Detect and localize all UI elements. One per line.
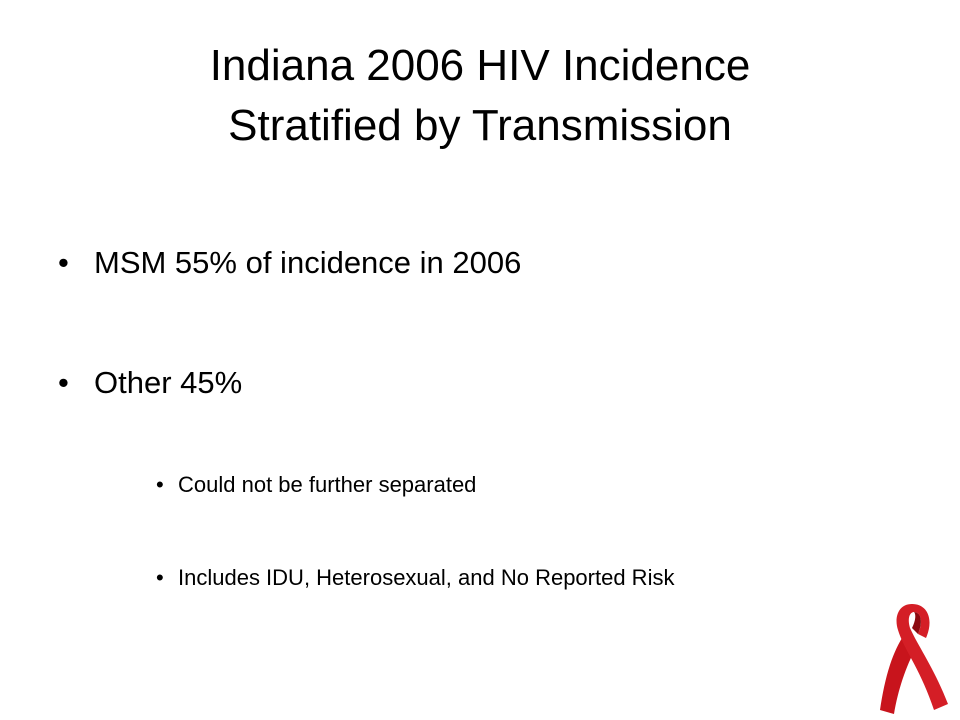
- ribbon-shadow: [912, 612, 921, 634]
- ribbon-loop: [896, 604, 948, 710]
- title-line: Indiana 2006 HIV Incidence: [209, 41, 751, 90]
- bullet-dot: •: [58, 365, 69, 400]
- sub-bullet-dot: •: [156, 472, 164, 497]
- title-line: Stratified by Transmission: [228, 101, 732, 150]
- sub-bullet-dot: •: [156, 565, 164, 590]
- sub-bullet-text: Could not be further separated: [178, 472, 477, 497]
- sub-bullet-text: Includes IDU, Heterosexual, and No Repor…: [178, 565, 675, 590]
- bullet-dot: •: [58, 245, 69, 280]
- ribbon-left-tail: [880, 638, 916, 714]
- bullet-text: MSM 55% of incidence in 2006: [94, 245, 522, 280]
- red-ribbon: [880, 604, 948, 714]
- bullet-text: Other 45%: [94, 365, 243, 400]
